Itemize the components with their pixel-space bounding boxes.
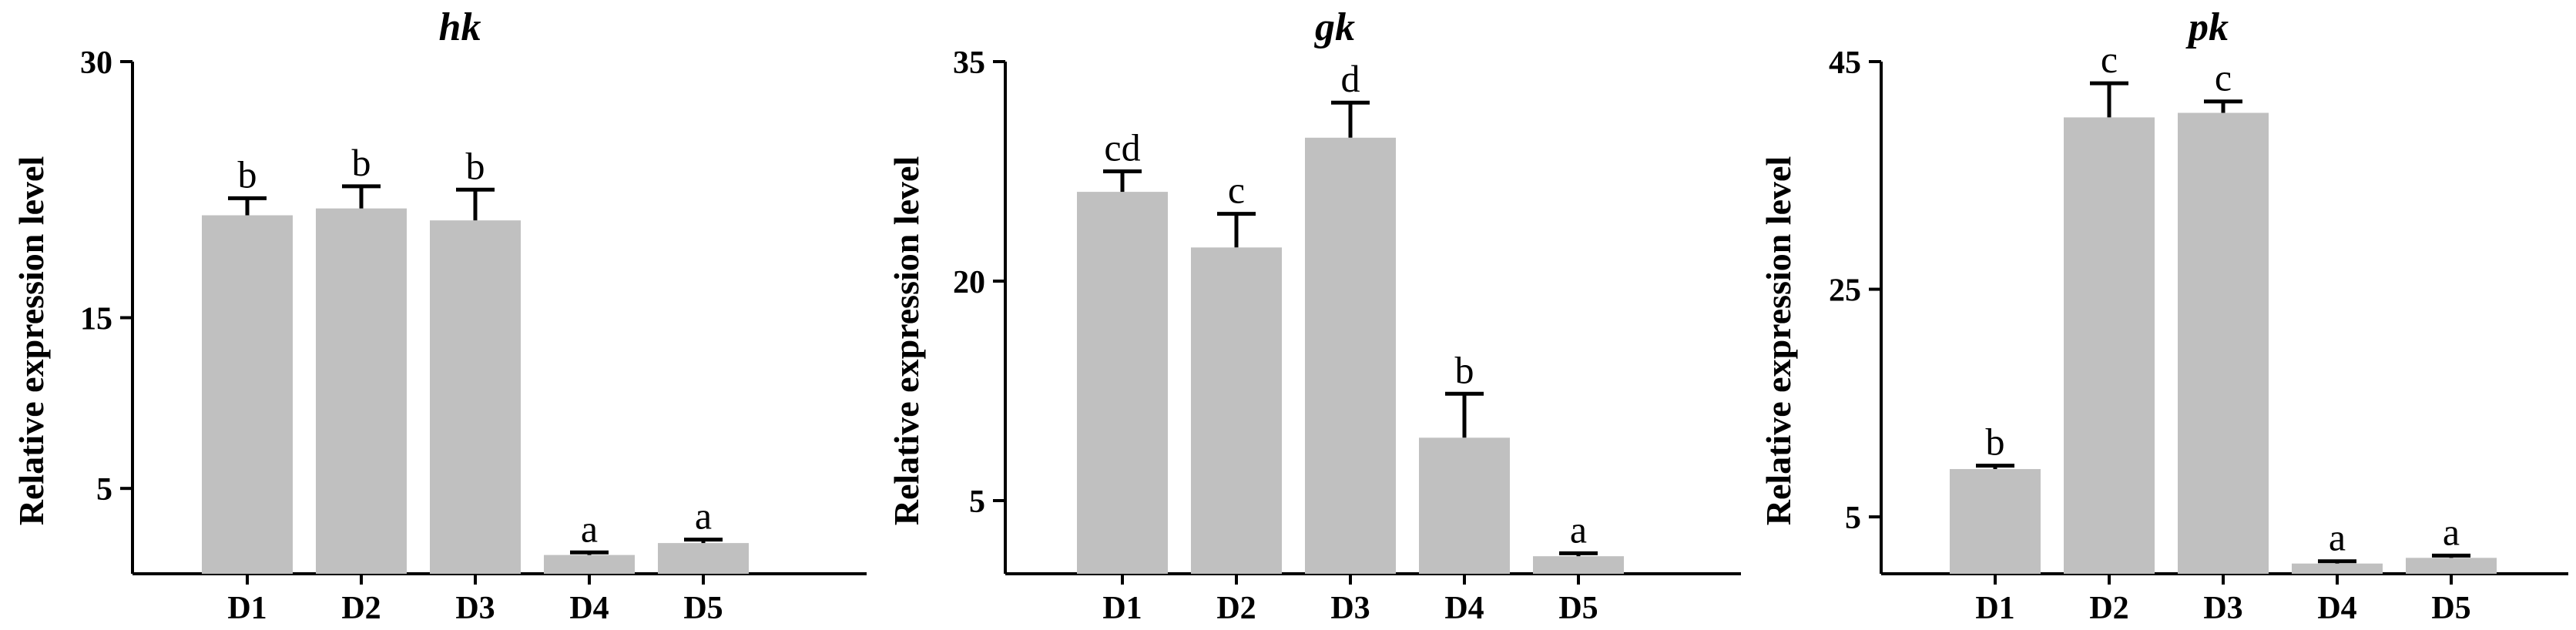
- chart-title: hk: [439, 5, 481, 49]
- x-tick-label-D2: D2: [2089, 591, 2128, 626]
- significance-letter-D1: b: [1986, 421, 2005, 464]
- bar-D1: [202, 215, 293, 574]
- y-axis-label: Relative expression level: [1759, 156, 1798, 526]
- bar-D1: [1950, 469, 2041, 574]
- significance-letter-D1: b: [238, 152, 257, 196]
- x-tick-label-D5: D5: [683, 591, 723, 626]
- chart-panel-gk: 5 20 35 Relative expression level gk cd D1 c D2 d…: [887, 5, 1741, 626]
- x-tick-label-D2: D2: [341, 591, 381, 626]
- bar-D2: [316, 208, 407, 574]
- y-axis-label: Relative expression level: [12, 156, 51, 526]
- significance-letter-D5: a: [1570, 508, 1587, 551]
- significance-letter-D5: a: [695, 494, 712, 538]
- bar-D2: [2064, 117, 2155, 574]
- significance-letter-D3: c: [2215, 56, 2232, 99]
- chart-panel-pk: 5 25 45 Relative expression level pk b D1 c D2 c D…: [1759, 5, 2568, 626]
- y-tick-label: 15: [80, 302, 112, 337]
- significance-letter-D4: b: [1455, 348, 1474, 391]
- bar-D4: [544, 555, 635, 574]
- x-tick-label-D2: D2: [1216, 591, 1256, 626]
- bar-D4: [1419, 437, 1510, 574]
- x-tick-label-D3: D3: [455, 591, 495, 626]
- bar-D3: [1305, 137, 1396, 575]
- y-tick-label: 5: [96, 472, 112, 508]
- x-tick-label-D3: D3: [2203, 591, 2242, 626]
- x-tick-label-D1: D1: [1102, 591, 1142, 626]
- bar-D5: [2406, 558, 2497, 574]
- significance-letter-D3: b: [466, 144, 485, 187]
- x-tick-label-D4: D4: [2317, 591, 2356, 626]
- y-tick-label: 5: [969, 484, 985, 520]
- significance-letter-D1: cd: [1104, 126, 1140, 169]
- significance-letter-D2: b: [352, 141, 371, 184]
- x-tick-label-D1: D1: [227, 591, 267, 626]
- significance-letter-D4: a: [581, 507, 598, 550]
- x-tick-label-D5: D5: [1558, 591, 1598, 626]
- bar-D4: [2292, 563, 2383, 574]
- y-axis-label: Relative expression level: [887, 156, 926, 526]
- bar-D5: [658, 543, 749, 574]
- significance-letter-D4: a: [2329, 516, 2346, 559]
- chart-title: pk: [2185, 5, 2229, 49]
- bar-D3: [430, 220, 521, 574]
- y-tick-label: 45: [1829, 45, 1861, 81]
- x-tick-label-D3: D3: [1330, 591, 1370, 626]
- y-tick-label: 30: [80, 45, 112, 81]
- bar-D2: [1191, 247, 1282, 574]
- y-tick-label: 5: [1845, 501, 1861, 536]
- x-tick-label-D5: D5: [2431, 591, 2470, 626]
- significance-letter-D2: c: [1228, 169, 1245, 212]
- significance-letter-D3: d: [1341, 57, 1360, 100]
- y-tick-label: 25: [1829, 273, 1861, 309]
- bar-D5: [1533, 556, 1624, 574]
- significance-letter-D5: a: [2443, 510, 2460, 553]
- bar-D1: [1077, 192, 1168, 574]
- chart-title: gk: [1314, 5, 1355, 49]
- y-tick-label: 20: [953, 265, 985, 300]
- chart-panel-hk: 5 15 30 Relative expression level hk b D1 b D2 b D…: [12, 5, 867, 626]
- significance-letter-D2: c: [2101, 38, 2118, 81]
- bar-D3: [2178, 112, 2269, 574]
- x-tick-label-D4: D4: [1444, 591, 1484, 626]
- x-tick-label-D1: D1: [1975, 591, 2014, 626]
- x-tick-label-D4: D4: [569, 591, 609, 626]
- y-tick-label: 35: [953, 45, 985, 81]
